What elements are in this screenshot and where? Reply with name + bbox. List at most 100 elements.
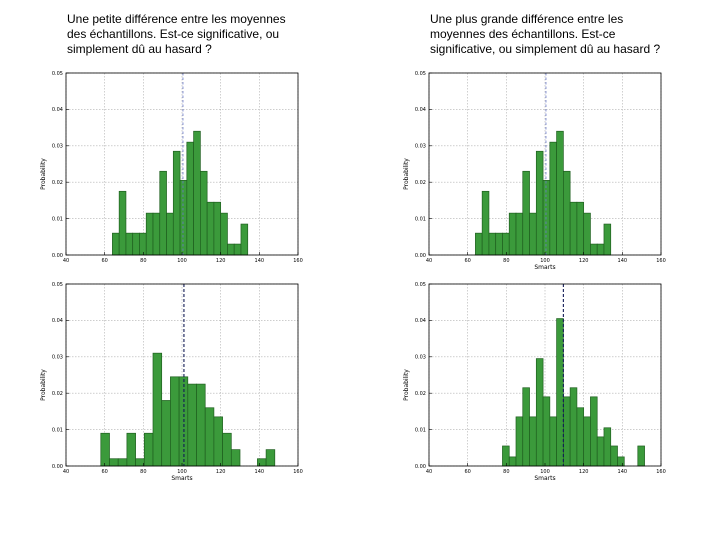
x-tick-label: 40 [426, 258, 432, 264]
x-tick-label: 100 [177, 258, 187, 264]
x-tick-label: 120 [579, 469, 589, 475]
histogram-bar [145, 212, 154, 256]
histogram-bar [204, 407, 215, 467]
x-tick-label: 40 [63, 258, 69, 264]
x-tick-label: 60 [101, 258, 107, 264]
histogram-bar [502, 232, 510, 256]
histogram-bar [230, 449, 241, 467]
chart-bottom-right: 40 60 80 100 120 140 160 0.00 0.01 0.02 0.03 0.04 0.… [403, 282, 666, 482]
x-tick-label: 60 [464, 469, 470, 475]
histogram-bar [132, 232, 140, 256]
y-tick-label: 0.03 [415, 144, 426, 150]
histogram-bar [206, 201, 215, 256]
y-tick-label: 0.05 [52, 282, 63, 288]
histogram-bar [515, 212, 524, 256]
histogram-bar [166, 212, 174, 256]
y-tick-label: 0.02 [52, 180, 63, 186]
chart-top-left: 40 60 80 100 120 140 160 0.00 0.01 0.02 0.03 0.04 0.… [40, 71, 303, 264]
histogram-bar [596, 243, 605, 256]
histogram-bar [161, 400, 171, 467]
histogram-bar [143, 432, 154, 467]
x-axis-label: Smarts [171, 475, 192, 482]
histogram-bar [196, 383, 206, 467]
y-axis-label: Probability [40, 158, 47, 190]
histogram-bar [563, 396, 571, 467]
y-tick-label: 0.04 [415, 107, 426, 113]
histogram-bar [610, 445, 618, 467]
histogram-bar [542, 180, 551, 256]
y-tick-label: 0.04 [52, 107, 63, 113]
x-tick-label: 140 [255, 258, 265, 264]
y-tick-label: 0.04 [415, 318, 426, 324]
histogram-bar [233, 243, 242, 256]
y-tick-label: 0.00 [415, 253, 426, 259]
y-tick-label: 0.00 [52, 253, 63, 259]
histogram-bar [637, 445, 645, 467]
histogram-bar [529, 416, 537, 467]
histogram-bar [488, 232, 497, 256]
y-tick-label: 0.05 [415, 282, 426, 288]
y-tick-label: 0.02 [52, 391, 63, 397]
histogram-bar [200, 170, 208, 256]
y-tick-label: 0.00 [415, 464, 426, 470]
x-tick-label: 60 [464, 258, 470, 264]
histogram-bar [159, 170, 167, 256]
histogram-bar [179, 180, 188, 256]
histogram-bar [481, 190, 490, 256]
histogram-bar [187, 383, 197, 467]
y-tick-label: 0.03 [52, 355, 63, 361]
histogram-bar [265, 449, 276, 467]
histogram-bar [193, 130, 201, 256]
y-tick-label: 0.01 [52, 427, 63, 433]
y-tick-label: 0.05 [415, 71, 426, 77]
histogram-bar [529, 212, 537, 256]
histogram-bar [583, 416, 591, 467]
y-tick-label: 0.02 [415, 180, 426, 186]
caption-right: Une plus grande différence entre les moy… [430, 12, 661, 56]
x-tick-label: 120 [216, 469, 226, 475]
histogram-bar [213, 201, 222, 256]
histogram-bar [152, 352, 163, 467]
histogram-bar [569, 201, 578, 256]
x-tick-label: 40 [426, 469, 432, 475]
x-tick-label: 160 [293, 258, 303, 264]
histogram-bar [112, 232, 120, 256]
histogram-bar [257, 458, 267, 467]
chart-top-right: 40 60 80 100 120 140 160 0.00 0.01 0.02 0.03 0.04 0.… [403, 71, 666, 271]
y-tick-label: 0.00 [52, 464, 63, 470]
y-tick-label: 0.03 [415, 355, 426, 361]
x-tick-label: 80 [140, 258, 146, 264]
y-tick-label: 0.04 [52, 318, 63, 324]
histogram-bar [109, 458, 119, 467]
x-tick-label: 140 [255, 469, 265, 475]
histogram-bar [126, 432, 136, 467]
histogram-bar [475, 232, 483, 256]
histogram-bar [535, 150, 544, 256]
y-tick-label: 0.03 [52, 144, 63, 150]
histogram-bar [508, 456, 517, 467]
histogram-bar [563, 170, 571, 256]
x-tick-label: 160 [656, 469, 666, 475]
histogram-bar [535, 358, 544, 467]
histogram-bar [556, 318, 564, 467]
x-tick-label: 120 [216, 258, 226, 264]
histogram-bar [117, 458, 128, 467]
x-tick-label: 100 [177, 469, 187, 475]
histogram-bar [603, 223, 612, 256]
histogram-bar [213, 416, 223, 467]
histogram-bar [100, 432, 110, 467]
y-tick-label: 0.01 [415, 427, 426, 433]
x-tick-label: 120 [579, 258, 589, 264]
x-tick-label: 40 [63, 469, 69, 475]
x-tick-label: 100 [540, 469, 550, 475]
histogram-bar [240, 223, 249, 256]
x-tick-label: 160 [293, 469, 303, 475]
histogram-bar [515, 416, 524, 467]
histogram-bar [590, 396, 598, 467]
x-axis-label: Smarts [534, 475, 555, 482]
histogram-bar [118, 190, 127, 256]
histogram-bar [583, 212, 591, 256]
histogram-bar [222, 432, 232, 467]
histogram-bar [522, 387, 530, 467]
